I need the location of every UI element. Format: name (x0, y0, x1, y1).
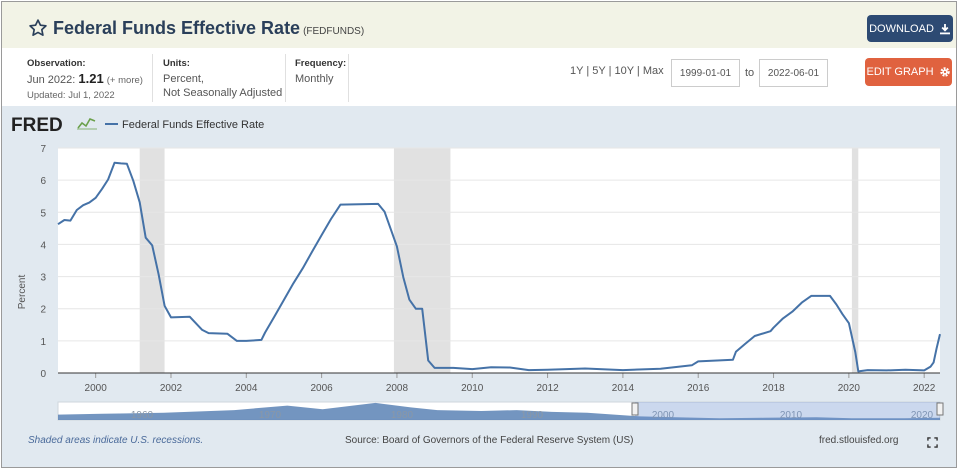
y-tick-label: 3 (40, 273, 46, 284)
observation-block: Observation: Jun 2022: 1.21 (+ more) Upd… (27, 57, 143, 103)
navigator-silhouette (58, 402, 940, 420)
x-tick-label: 2016 (687, 383, 710, 394)
units-line1: Percent, (163, 73, 204, 85)
plot-area: 0 1 2 3 4 5 6 7 2000 2002 2004 2006 2008 2010 2012 2014… (40, 144, 941, 394)
range-max[interactable]: Max (642, 65, 664, 77)
navigator-label: 1970 (259, 410, 282, 421)
recession-band (393, 148, 451, 373)
x-tick-label: 2018 (762, 383, 785, 394)
chart-footer: Shaded areas indicate U.S. recessions. S… (2, 429, 956, 467)
download-label: DOWNLOAD (869, 22, 934, 35)
range-navigator[interactable]: 1960 1970 1980 1990 2000 2010 2020 (57, 401, 944, 421)
observation-label: Observation: (27, 58, 86, 69)
y-tick-label: 5 (40, 208, 46, 219)
fred-logo-text: FRED (11, 115, 63, 136)
series-title: Federal Funds Effective Rate (53, 18, 301, 38)
recession-band (851, 148, 859, 373)
observation-value: 1.21 (78, 71, 104, 86)
navigator-label: 1980 (391, 410, 414, 421)
chart-area: FRED Federal Funds Effective Rate Percen… (2, 106, 956, 429)
range-selector: 1Y | 5Y | 10Y | Max (570, 65, 664, 77)
navigator-handle[interactable] (936, 402, 944, 416)
download-button[interactable]: DOWNLOAD (867, 15, 953, 42)
range-10y[interactable]: 10Y (614, 65, 634, 77)
navigator-label: 2010 (780, 410, 803, 421)
y-tick-label: 7 (40, 144, 46, 155)
fred-logo-mark (77, 117, 96, 129)
navigator-selection (635, 402, 940, 420)
series-header: Federal Funds Effective Rate (FEDFUNDS) D… (2, 2, 956, 48)
updated-date: Updated: Jul 1, 2022 (27, 90, 115, 101)
units-label: Units: (163, 58, 190, 69)
navigator-label: 2020 (911, 410, 934, 421)
x-tick-label: 2020 (838, 383, 861, 394)
x-tick-label: 2012 (536, 383, 559, 394)
gear-icon (939, 67, 950, 77)
x-tick-label: 2006 (310, 383, 333, 394)
site-link[interactable]: fred.stlouisfed.org (819, 435, 899, 446)
divider (152, 54, 153, 102)
fred-logo: FRED (11, 115, 97, 136)
series-meta: Observation: Jun 2022: 1.21 (+ more) Upd… (2, 48, 956, 106)
frequency-value: Monthly (295, 73, 334, 85)
page-title: Federal Funds Effective Rate (FEDFUNDS) (53, 18, 364, 39)
y-tick-label: 4 (40, 240, 46, 251)
edit-graph-button[interactable]: EDIT GRAPH (865, 58, 952, 86)
y-axis-label: Percent (17, 275, 28, 310)
source-note: Source: Board of Governors of the Federa… (345, 435, 634, 446)
date-from-input[interactable]: 1999-01-01 (671, 59, 740, 87)
x-tick-label: 2008 (386, 383, 409, 394)
observation-more-link[interactable]: (+ more) (106, 75, 143, 86)
plot-background (58, 148, 940, 373)
range-5y[interactable]: 5Y (592, 65, 606, 77)
y-tick-label: 2 (40, 305, 46, 316)
date-to-input[interactable]: 2022-06-01 (759, 59, 828, 87)
recession-note: Shaded areas indicate U.S. recessions. (28, 435, 204, 446)
x-tick-label: 2022 (913, 383, 936, 394)
series-line (57, 161, 941, 373)
y-tick-label: 0 (40, 369, 46, 380)
x-tick-label: 2002 (160, 383, 183, 394)
legend-label: Federal Funds Effective Rate (122, 119, 264, 131)
divider (348, 54, 349, 102)
line-chart: FRED Federal Funds Effective Rate Percen… (11, 115, 944, 421)
series-id: (FEDFUNDS) (303, 26, 365, 37)
download-icon (939, 23, 950, 34)
range-1y[interactable]: 1Y (570, 65, 584, 77)
star-icon[interactable] (28, 18, 48, 38)
legend: Federal Funds Effective Rate (105, 119, 264, 131)
frequency-label: Frequency: (295, 58, 347, 69)
y-tick-label: 1 (40, 337, 46, 348)
x-tick-label: 2000 (85, 383, 108, 394)
divider (285, 54, 286, 102)
edit-graph-label: EDIT GRAPH (866, 66, 934, 78)
x-tick-label: 2004 (235, 383, 258, 394)
navigator-label: 1990 (521, 410, 544, 421)
date-to-label: to (745, 67, 755, 79)
fullscreen-icon[interactable] (927, 437, 938, 448)
navigator-label: 2000 (652, 410, 675, 421)
x-tick-label: 2010 (461, 383, 484, 394)
units-block: Units: Percent, Not Seasonally Adjusted (163, 57, 282, 100)
observation-date: Jun 2022: (27, 74, 76, 86)
recession-band (139, 148, 165, 373)
navigator-handle[interactable] (631, 402, 639, 416)
x-tick-label: 2014 (612, 383, 635, 394)
frequency-block: Frequency: Monthly (295, 57, 346, 86)
navigator-label: 1960 (131, 410, 154, 421)
y-tick-label: 6 (40, 176, 46, 187)
units-line2: Not Seasonally Adjusted (163, 87, 283, 99)
